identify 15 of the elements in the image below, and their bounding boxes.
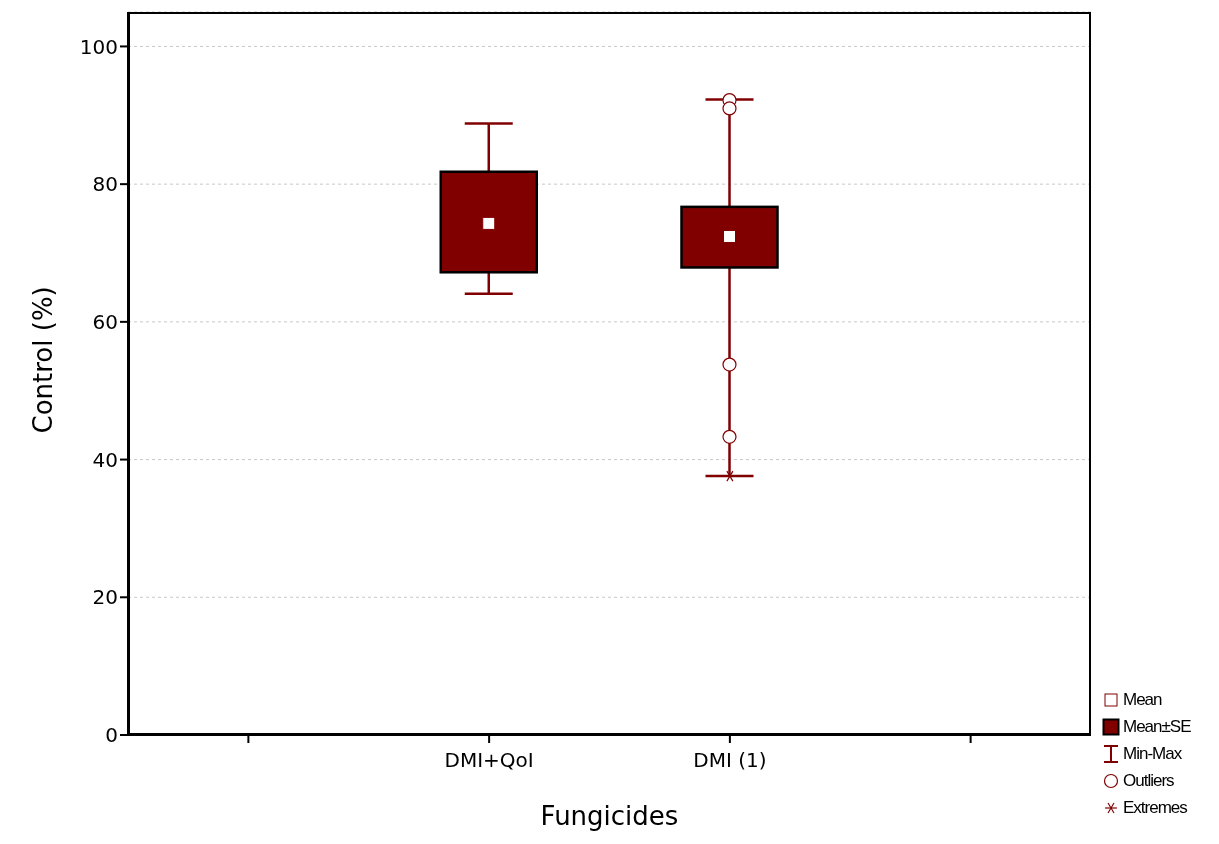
text: Outliers [1123, 770, 1174, 791]
text: Min-Max [1123, 743, 1182, 764]
x-axis-title: Fungicides [540, 801, 679, 831]
y-axis-title: Control (%) [28, 286, 59, 434]
x-tick-label: DMI+QoI [444, 748, 534, 773]
text: Extremes [1123, 797, 1187, 818]
y-tick-label: 100 [79, 34, 118, 59]
text: Mean±SE [1123, 716, 1191, 737]
y-tick-label: 40 [92, 447, 118, 472]
y-tick-label: 0 [105, 723, 118, 748]
x-tick-label: DMI (1) [693, 748, 767, 773]
text: Mean [1123, 689, 1162, 710]
y-tick-label: 20 [92, 585, 118, 610]
y-tick-label: 80 [92, 172, 118, 197]
y-tick-label: 60 [92, 309, 118, 334]
